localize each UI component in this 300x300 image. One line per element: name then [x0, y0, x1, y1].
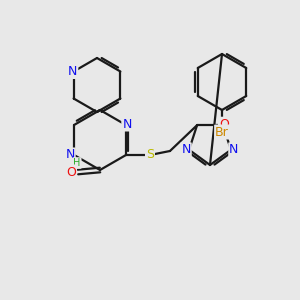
Text: N: N — [182, 143, 191, 156]
Text: N: N — [229, 143, 239, 156]
Text: S: S — [146, 148, 154, 161]
Text: O: O — [66, 166, 76, 178]
Text: Br: Br — [215, 125, 229, 139]
Text: N: N — [122, 118, 132, 130]
Text: N: N — [65, 148, 75, 161]
Text: N: N — [68, 65, 77, 78]
Text: H: H — [73, 158, 81, 168]
Text: O: O — [219, 118, 229, 131]
